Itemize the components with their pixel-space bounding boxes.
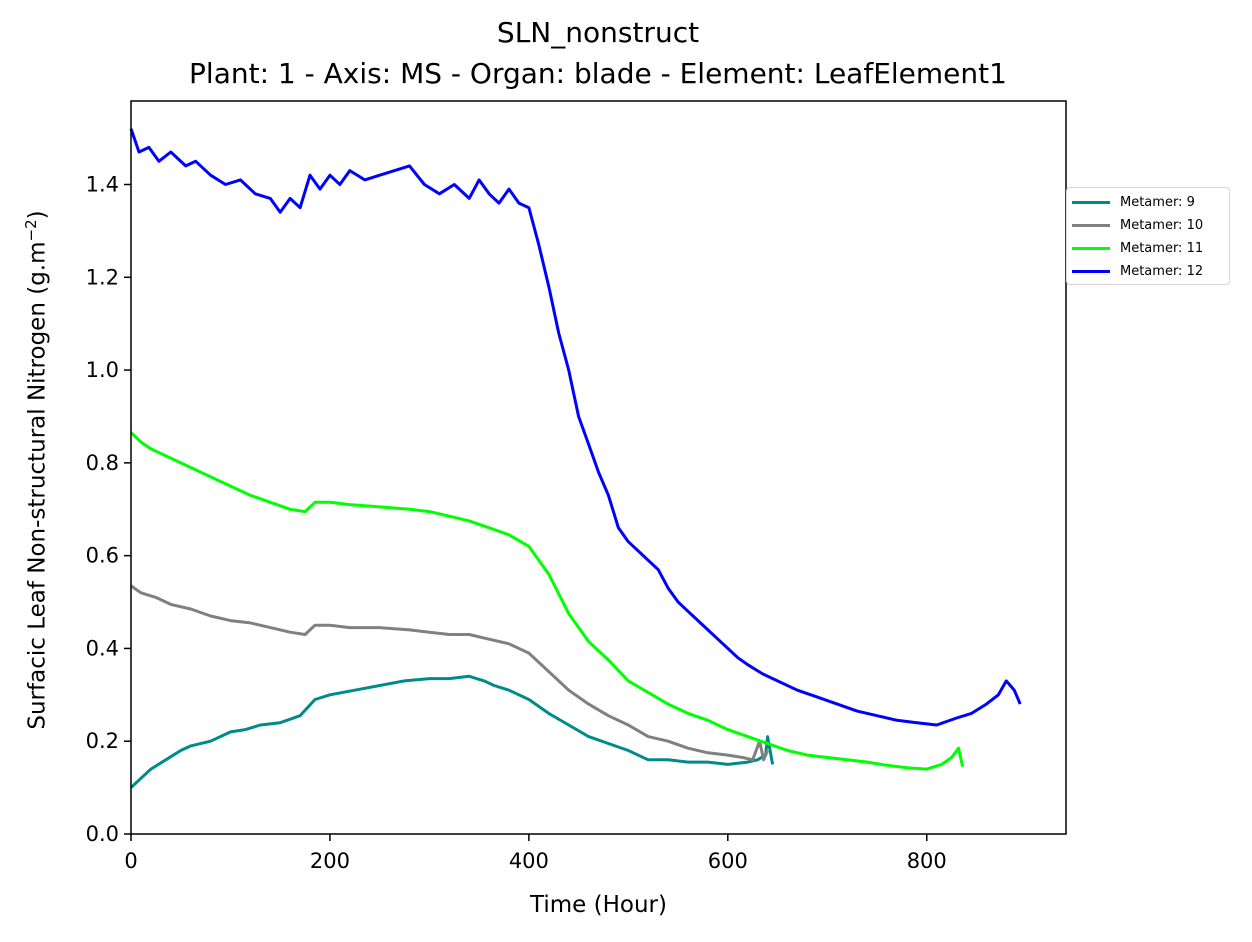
legend-swatch bbox=[1072, 269, 1110, 273]
series-layer bbox=[129, 128, 1022, 789]
y-axis-label: Surfacic Leaf Non-structural Nitrogen (g… bbox=[22, 210, 51, 729]
series-line bbox=[129, 674, 775, 789]
legend-item: Metamer: 11 bbox=[1072, 238, 1203, 258]
y-tick-label: 0.8 bbox=[86, 451, 119, 475]
y-tick-label: 1.0 bbox=[86, 358, 119, 382]
x-tick-label: 200 bbox=[310, 849, 350, 873]
legend-item: Metamer: 10 bbox=[1072, 215, 1203, 235]
chart-subtitle: Plant: 1 - Axis: MS - Organ: blade - Ele… bbox=[189, 57, 1007, 90]
legend-swatch bbox=[1072, 223, 1110, 227]
legend-swatch bbox=[1072, 200, 1110, 204]
y-axis-label-close: ) bbox=[24, 210, 51, 220]
y-tick-label: 1.2 bbox=[86, 265, 119, 289]
x-axis-label: Time (Hour) bbox=[530, 892, 667, 918]
y-axis-label-text: Surfacic Leaf Non-structural Nitrogen (g… bbox=[24, 241, 51, 730]
plot-frame bbox=[130, 100, 1067, 835]
legend: Metamer: 9 Metamer: 10 Metamer: 11 Metam… bbox=[1066, 187, 1230, 285]
x-tick-label: 800 bbox=[907, 849, 947, 873]
y-tick-label: 0.6 bbox=[86, 544, 119, 568]
plot-area bbox=[131, 101, 1066, 834]
legend-label: Metamer: 12 bbox=[1120, 263, 1204, 279]
x-tick-label: 0 bbox=[124, 849, 137, 873]
legend-swatch bbox=[1072, 246, 1110, 250]
x-tick-label: 400 bbox=[509, 849, 549, 873]
series-line bbox=[130, 584, 769, 762]
legend-label: Metamer: 10 bbox=[1120, 217, 1204, 233]
y-tick-label: 0.0 bbox=[86, 822, 119, 846]
legend-item: Metamer: 9 bbox=[1072, 192, 1195, 212]
chart-title: SLN_nonstruct bbox=[496, 16, 700, 49]
x-axis: 0 200 400 600 800 bbox=[124, 834, 947, 873]
series-line bbox=[129, 431, 965, 771]
legend-item: Metamer: 12 bbox=[1072, 261, 1203, 281]
x-tick-label: 600 bbox=[708, 849, 748, 873]
legend-label: Metamer: 11 bbox=[1120, 240, 1204, 256]
y-axis: 0.0 0.2 0.4 0.6 0.8 1.0 1.2 1.4 bbox=[86, 173, 131, 846]
y-axis-label-superscript: −2 bbox=[22, 219, 40, 242]
y-tick-label: 0.2 bbox=[86, 729, 119, 753]
legend-label: Metamer: 9 bbox=[1120, 194, 1195, 210]
series-line bbox=[129, 128, 1022, 727]
y-tick-label: 1.4 bbox=[86, 173, 119, 197]
y-tick-label: 0.4 bbox=[86, 636, 119, 660]
